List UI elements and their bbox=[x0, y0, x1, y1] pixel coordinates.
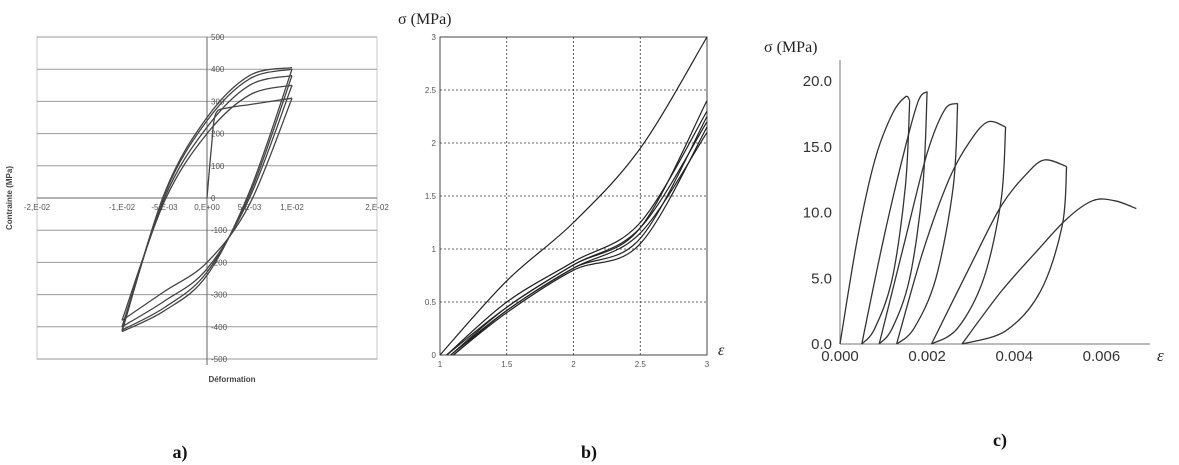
panel-b-series-0 bbox=[439, 36, 708, 356]
panel-b-y-tick-label: 1.5 bbox=[425, 192, 437, 201]
panel-b-y-tick-label: 1 bbox=[432, 245, 437, 254]
panel-c-series bbox=[839, 90, 1137, 345]
panel-c-series-3 bbox=[878, 91, 928, 345]
panel-c-y-tick-label: 20.0 bbox=[803, 73, 832, 90]
panel-a-x-tick-label: 0,E+00 bbox=[194, 203, 220, 212]
panel-b-series-5 bbox=[453, 126, 708, 356]
panel-a-y-tick-label: 100 bbox=[211, 162, 225, 171]
panel-a-y-tick-label: -400 bbox=[211, 323, 228, 332]
panel-b-series-6 bbox=[453, 132, 708, 356]
panel-b-gridlines bbox=[440, 37, 707, 355]
panel-c-y-tick-label: 15.0 bbox=[803, 139, 832, 156]
panel-a-series-1 bbox=[121, 97, 293, 321]
panel-c-y-tick-label: 5.0 bbox=[811, 270, 832, 287]
panel-c-series-4 bbox=[878, 102, 958, 345]
panel-b-x-tick-label: 3 bbox=[705, 360, 710, 369]
panel-a-x-axis-label: Déformation bbox=[208, 375, 255, 384]
panel-c-series-6 bbox=[895, 120, 1006, 345]
panel-a-y-tick-label: 500 bbox=[211, 33, 225, 42]
panel-a-y-axis-label: Contrainte (MPa) bbox=[5, 166, 14, 230]
panel-c-y-tick-label: 10.0 bbox=[803, 205, 832, 222]
panel-b-x-axis-label: ε bbox=[718, 342, 725, 359]
panel-c-series-7 bbox=[931, 126, 1007, 345]
panel-a-y-tick-label: -100 bbox=[211, 226, 228, 235]
panel-c-y-tick-labels: 0.0 5.0 10.0 15.0 20.0 bbox=[803, 73, 832, 353]
panel-a-x-tick-labels: -2,E-02 -1,E-02 -5,E-03 0,E+00 5,E-03 1,E-02 2… bbox=[24, 203, 389, 212]
panel-b-y-tick-label: 2 bbox=[432, 139, 437, 148]
panel-a-series bbox=[121, 66, 293, 333]
panel-a-series-0 bbox=[206, 97, 293, 199]
panel-a-x-tick-label: -2,E-02 bbox=[24, 203, 51, 212]
panel-c-series-5 bbox=[896, 103, 959, 345]
panel-c-y-axis-label: σ (MPa) bbox=[764, 39, 818, 56]
panel-a: -500 -400 -300 -200 -100 0 100 200 300 400 500 -2,… bbox=[5, 33, 389, 463]
panel-b-x-tick-label: 2 bbox=[571, 360, 576, 369]
panel-a-letter: a) bbox=[173, 442, 188, 463]
panel-c-x-tick-labels: 0.000 0.002 0.004 0.006 bbox=[821, 348, 1120, 365]
panel-c-y-tick-label: 0.0 bbox=[811, 336, 832, 353]
panel-a-y-tick-labels: -500 -400 -300 -200 -100 0 100 200 300 400 500 bbox=[211, 33, 228, 364]
panel-b-x-tick-label: 1 bbox=[438, 360, 443, 369]
panel-a-series-7 bbox=[121, 68, 293, 333]
panel-b-y-tick-label: 3 bbox=[432, 33, 437, 42]
panel-c-series-9 bbox=[961, 166, 1068, 345]
panel-c-series-1 bbox=[861, 100, 911, 345]
panel-a-series-8 bbox=[121, 66, 293, 332]
panel-a-x-tick-label: 5,E-03 bbox=[238, 203, 262, 212]
panel-b-y-axis-label: σ (MPa) bbox=[398, 11, 452, 28]
panel-c-series-2 bbox=[861, 90, 928, 345]
panel-c-series-0 bbox=[839, 95, 911, 345]
panel-a-y-tick-label: 300 bbox=[211, 97, 225, 106]
panel-a-series-3 bbox=[121, 85, 293, 328]
panel-a-x-tick-label: 2,E-02 bbox=[365, 203, 389, 212]
panel-c-series-10 bbox=[961, 198, 1137, 345]
panel-b: 0 0.5 1 1.5 2 2.5 3 1 1.5 2 2.5 3 σ (MPa) ε b) bbox=[398, 11, 725, 463]
panel-c: 0.05.010.015.020.0 0.000 0.002 0.004 0.006 … bbox=[764, 39, 1164, 451]
panel-c-x-tick-label: 0.004 bbox=[996, 348, 1034, 365]
panel-a-gridlines bbox=[37, 36, 377, 365]
panel-a-y-tick-label: 0 bbox=[211, 194, 216, 203]
panel-a-y-tick-label: 400 bbox=[211, 65, 225, 74]
panel-a-x-tick-label: -1,E-02 bbox=[109, 203, 136, 212]
panel-b-x-tick-labels: 1 1.5 2 2.5 3 bbox=[438, 360, 710, 369]
panel-c-x-tick-label: 0.000 bbox=[821, 348, 859, 365]
panel-b-x-tick-label: 1.5 bbox=[501, 360, 513, 369]
panel-a-y-tick-label: -300 bbox=[211, 291, 228, 300]
panel-a-y-tick-label: -200 bbox=[211, 258, 228, 267]
panel-a-y-tick-label: 200 bbox=[211, 130, 225, 139]
panel-b-series-2 bbox=[446, 110, 708, 356]
panel-c-letter: c) bbox=[993, 430, 1007, 451]
panel-b-y-tick-labels: 0 0.5 1 1.5 2 2.5 3 bbox=[425, 33, 437, 360]
panel-a-x-tick-label: -5,E-03 bbox=[151, 203, 178, 212]
panel-b-y-tick-label: 2.5 bbox=[425, 86, 437, 95]
panel-a-x-tick-label: 1,E-02 bbox=[280, 203, 304, 212]
panel-b-y-tick-label: 0.5 bbox=[425, 298, 437, 307]
panel-a-series-5 bbox=[121, 75, 293, 331]
panel-c-series-8 bbox=[930, 159, 1067, 345]
panel-c-x-tick-label: 0.002 bbox=[908, 348, 946, 365]
panel-b-letter: b) bbox=[581, 442, 597, 463]
panel-b-series bbox=[439, 36, 708, 356]
panel-b-series-4 bbox=[450, 121, 708, 356]
panel-c-x-axis-label: ε bbox=[1157, 346, 1164, 365]
panel-a-y-tick-label: -500 bbox=[211, 355, 228, 364]
panel-b-x-tick-label: 2.5 bbox=[635, 360, 647, 369]
panel-c-x-tick-label: 0.006 bbox=[1083, 348, 1121, 365]
panel-b-y-tick-label: 0 bbox=[432, 351, 437, 360]
